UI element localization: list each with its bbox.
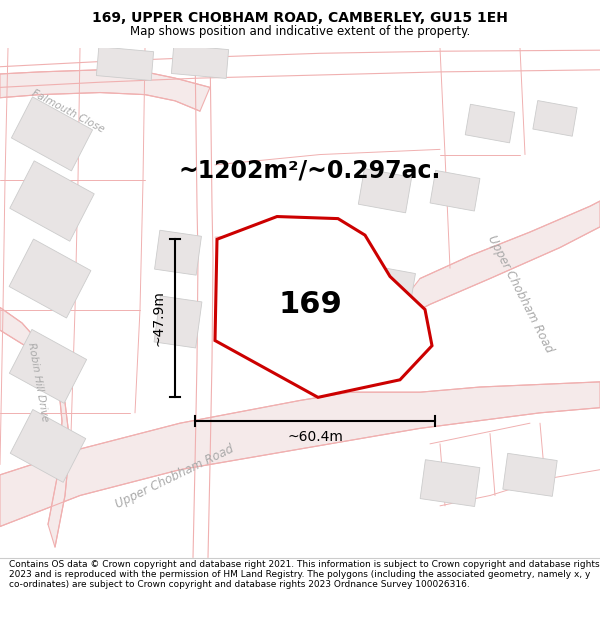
Text: ~47.9m: ~47.9m	[152, 291, 166, 346]
Bar	[154, 296, 202, 348]
Text: ~60.4m: ~60.4m	[287, 431, 343, 444]
Text: 169: 169	[278, 290, 342, 319]
Bar	[503, 453, 557, 496]
Bar	[10, 161, 94, 241]
Polygon shape	[215, 216, 432, 398]
Bar	[465, 104, 515, 143]
Text: Falmouth Close: Falmouth Close	[30, 88, 106, 134]
Text: Upper Chobham Road: Upper Chobham Road	[485, 233, 556, 355]
Polygon shape	[0, 308, 70, 547]
Text: Contains OS data © Crown copyright and database right 2021. This information is : Contains OS data © Crown copyright and d…	[9, 559, 599, 589]
Bar	[172, 44, 229, 79]
Text: Upper Chobham Road: Upper Chobham Road	[113, 442, 236, 511]
Bar	[9, 239, 91, 318]
Bar	[97, 47, 154, 81]
Bar	[365, 266, 415, 312]
Text: 169, UPPER CHOBHAM ROAD, CAMBERLEY, GU15 1EH: 169, UPPER CHOBHAM ROAD, CAMBERLEY, GU15…	[92, 11, 508, 24]
Bar	[11, 97, 92, 171]
Bar	[430, 171, 480, 211]
Bar	[533, 101, 577, 136]
Polygon shape	[0, 382, 600, 526]
Bar	[10, 409, 86, 482]
Bar	[358, 169, 412, 213]
Bar	[10, 329, 86, 403]
Bar	[155, 230, 202, 275]
Polygon shape	[0, 70, 210, 111]
Text: Map shows position and indicative extent of the property.: Map shows position and indicative extent…	[130, 24, 470, 38]
Bar	[420, 460, 480, 506]
Text: ~1202m²/~0.297ac.: ~1202m²/~0.297ac.	[179, 158, 441, 182]
Polygon shape	[380, 201, 600, 330]
Text: Robin Hill Drive: Robin Hill Drive	[26, 341, 50, 422]
